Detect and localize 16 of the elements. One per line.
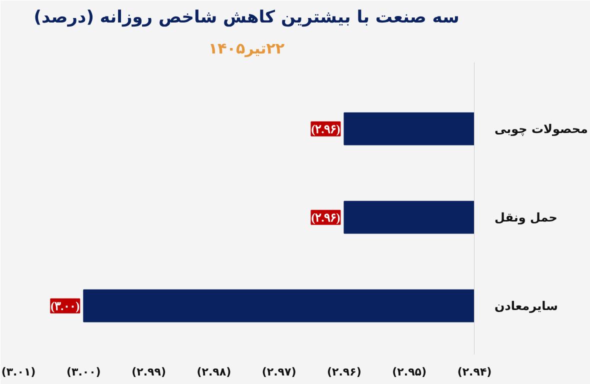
x-tick-label: (۳.۰۱) <box>1 366 36 378</box>
x-tick-label: (۳.۰۰) <box>66 366 101 378</box>
data-label: (۳.۰۰) <box>50 298 80 313</box>
x-tick-label: (۲.۹۴) <box>457 366 492 378</box>
x-tick-label: (۲.۹۹) <box>132 366 166 378</box>
chart-title: سه صنعت با بیشترین کاهش شاخص روزانه (درصد) <box>34 8 460 28</box>
data-label: (۲.۹۶) <box>311 210 340 224</box>
y-tick-label: حمل ونقل <box>494 210 558 224</box>
x-tick-label: (۲.۹۵) <box>392 366 427 378</box>
chart-subtitle: ۲۲تیر۱۴۰۵ <box>208 40 285 58</box>
x-tick-label: (۲.۹۸) <box>196 366 232 378</box>
data-label: (۲.۹۶) <box>311 122 340 136</box>
x-tick-label: (۲.۹۷) <box>262 366 296 378</box>
y-tick-label: سایرمعادن <box>494 298 558 313</box>
x-tick-label: (۲.۹۶) <box>327 366 362 378</box>
y-tick-label: محصولات چوبی <box>494 122 588 136</box>
